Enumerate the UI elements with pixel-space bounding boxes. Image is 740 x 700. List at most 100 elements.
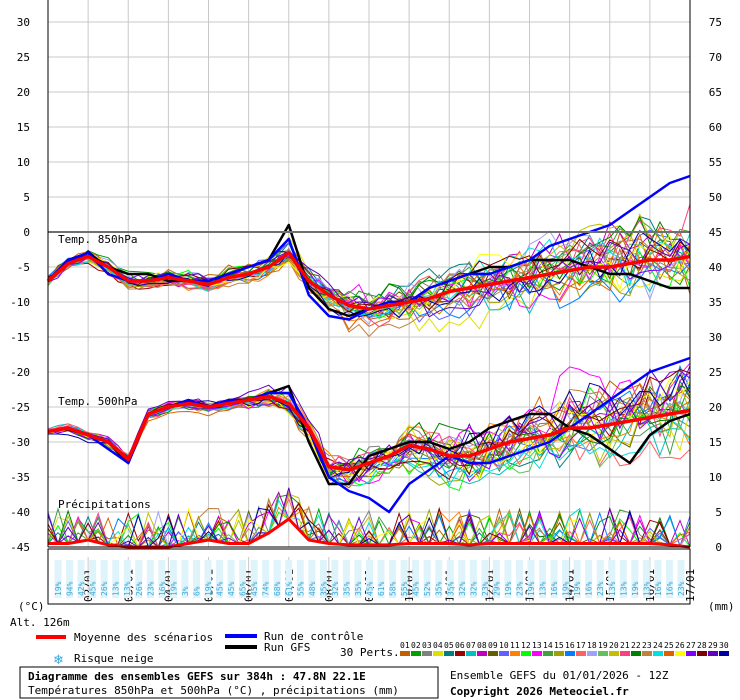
pert-number-label: 26 bbox=[675, 641, 685, 650]
snow-risk-value: 19% bbox=[562, 581, 571, 596]
left-tick-label: 10 bbox=[17, 156, 30, 169]
pert-number-label: 11 bbox=[510, 641, 520, 650]
snow-cell bbox=[469, 560, 477, 598]
snow-risk-value: 19% bbox=[504, 581, 513, 596]
pert-color-swatch bbox=[609, 651, 619, 656]
snow-cell bbox=[77, 560, 85, 598]
legend-snow-label: Risque neige bbox=[74, 652, 153, 665]
snow-cell bbox=[319, 560, 327, 598]
snow-risk-value: 35% bbox=[354, 581, 363, 596]
snow-cell bbox=[377, 560, 385, 598]
snow-risk-value: 45% bbox=[366, 581, 375, 596]
pert-number-label: 27 bbox=[686, 641, 696, 650]
pert-color-swatch bbox=[576, 651, 586, 656]
snow-risk-value: 16% bbox=[654, 581, 663, 596]
snow-risk-value: 23% bbox=[146, 581, 155, 596]
snow-risk-value: 19% bbox=[169, 581, 178, 596]
snow-cell bbox=[123, 560, 131, 598]
snowflake-icon: ❄ bbox=[53, 653, 64, 668]
left-tick-label: -10 bbox=[10, 296, 30, 309]
pert-color-swatch bbox=[510, 651, 520, 656]
snow-risk-value: 23% bbox=[481, 581, 490, 596]
snow-risk-value: 55% bbox=[400, 581, 409, 596]
snow-cell bbox=[642, 560, 650, 598]
right-tick-label: 75 bbox=[709, 16, 722, 29]
snow-cell bbox=[158, 560, 166, 598]
snow-risk-value: 3% bbox=[181, 586, 190, 596]
right-tick-label: 65 bbox=[709, 86, 722, 99]
snow-cell bbox=[389, 560, 397, 598]
left-tick-label: -5 bbox=[17, 261, 30, 274]
pert-color-swatch bbox=[664, 651, 674, 656]
snow-cell bbox=[146, 560, 154, 598]
pert-number-label: 20 bbox=[609, 641, 619, 650]
snow-cell bbox=[654, 560, 662, 598]
pert-number-label: 23 bbox=[642, 641, 652, 650]
snow-frame bbox=[47, 548, 691, 605]
pert-t850-line bbox=[47, 229, 691, 319]
snow-risk-value: 35% bbox=[319, 581, 328, 596]
snow-risk-value: 35% bbox=[446, 581, 455, 596]
snow-cell bbox=[250, 560, 258, 598]
pert-color-swatch bbox=[554, 651, 564, 656]
pert-color-swatch bbox=[598, 651, 608, 656]
pert-number-label: 02 bbox=[411, 641, 421, 650]
snow-risk-value: 13% bbox=[539, 581, 548, 596]
snow-risk-value: 19% bbox=[54, 581, 63, 596]
legend-gfs-label: Run GFS bbox=[264, 641, 310, 654]
copyright: Copyright 2026 Meteociel.fr bbox=[450, 685, 629, 698]
snow-risk-value: 16% bbox=[585, 581, 594, 596]
snow-risk-value: 32% bbox=[458, 581, 467, 596]
snow-risk-value: 23% bbox=[515, 581, 524, 596]
legend-mean-label: Moyenne des scénarios bbox=[74, 631, 213, 644]
snow-cell bbox=[366, 560, 374, 598]
pert-color-swatch bbox=[444, 651, 454, 656]
snow-cell bbox=[665, 560, 673, 598]
snow-cell bbox=[66, 560, 74, 598]
right-tick-label: 60 bbox=[709, 121, 722, 134]
pert-number-label: 09 bbox=[488, 641, 498, 650]
snow-cell bbox=[631, 560, 639, 598]
snow-risk-value: 45% bbox=[216, 581, 225, 596]
pert-t850-line bbox=[47, 204, 691, 328]
snow-risk-row: 19% 94% 42% 45% 26% 13% 13% 26% 23% 16% 19% 3% 6% 19%… bbox=[54, 560, 686, 598]
snow-risk-value: 23% bbox=[677, 581, 686, 596]
left-tick-label: 0 bbox=[23, 226, 30, 239]
snow-risk-value: 61% bbox=[285, 581, 294, 596]
right-tick-label: 55 bbox=[709, 156, 722, 169]
snow-risk-value: 26% bbox=[135, 581, 144, 596]
left-tick-label: 5 bbox=[23, 191, 30, 204]
pert-color-swatch bbox=[587, 651, 597, 656]
snow-cell bbox=[100, 560, 108, 598]
snow-risk-value: 68% bbox=[273, 581, 282, 596]
left-tick-label: 30 bbox=[17, 16, 30, 29]
pert-number-label: 30 bbox=[719, 641, 729, 650]
left-unit: (°C) bbox=[18, 600, 45, 613]
altitude-label: Alt. 126m bbox=[10, 616, 70, 629]
snow-risk-value: 19% bbox=[204, 581, 213, 596]
snow-cell bbox=[262, 560, 270, 598]
pert-number-label: 04 bbox=[433, 641, 443, 650]
pert-number-label: 12 bbox=[521, 641, 531, 650]
snow-risk-value: 13% bbox=[112, 581, 121, 596]
pert-color-swatch bbox=[620, 651, 630, 656]
pert-number-label: 29 bbox=[708, 641, 718, 650]
snow-cell bbox=[354, 560, 362, 598]
legend-control-label: Run de contrôle bbox=[264, 630, 363, 643]
snow-risk-value: 16% bbox=[550, 581, 559, 596]
snow-risk-value: 32% bbox=[469, 581, 478, 596]
left-tick-label: 20 bbox=[17, 86, 30, 99]
snow-risk-value: 19% bbox=[527, 581, 536, 596]
snow-risk-value: 42% bbox=[77, 581, 86, 596]
snow-risk-value: 94% bbox=[66, 581, 75, 596]
snow-cell bbox=[527, 560, 535, 598]
pert-number-label: 16 bbox=[565, 641, 575, 650]
label-t850: Temp. 850hPa bbox=[58, 233, 137, 246]
legend: Moyenne des scénarios Run de contrôleRun … bbox=[36, 630, 729, 668]
snow-cell bbox=[608, 560, 616, 598]
snow-risk-value: 35% bbox=[435, 581, 444, 596]
pert-color-swatch bbox=[631, 651, 641, 656]
pert-t500-line bbox=[47, 370, 691, 483]
pert-color-swatch bbox=[466, 651, 476, 656]
pert-number-label: 28 bbox=[697, 641, 707, 650]
